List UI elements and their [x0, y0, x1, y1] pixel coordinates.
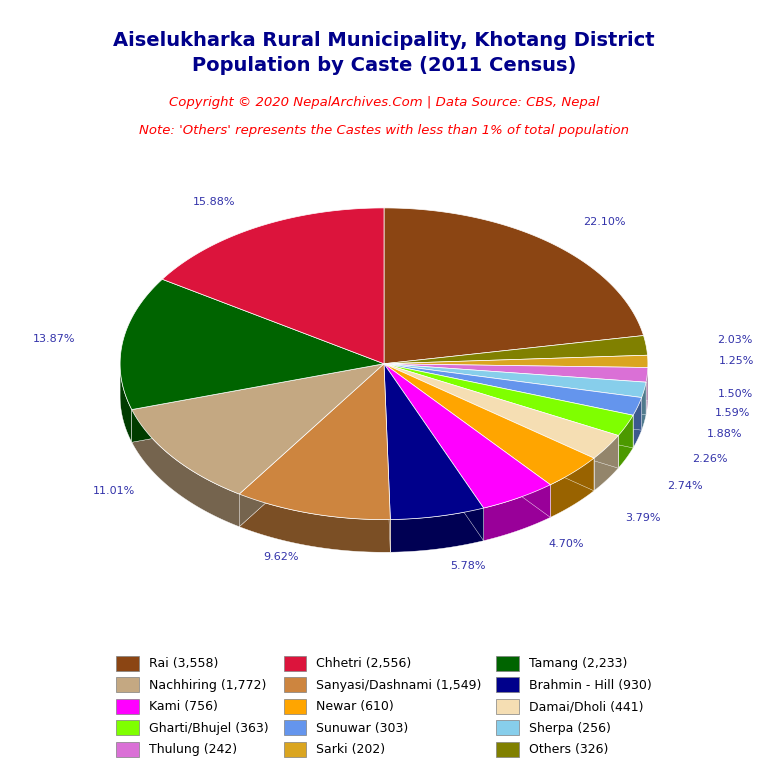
Polygon shape [384, 364, 551, 518]
Polygon shape [384, 364, 551, 518]
Polygon shape [384, 364, 484, 541]
Polygon shape [646, 368, 648, 415]
Text: 2.03%: 2.03% [717, 336, 752, 346]
Polygon shape [384, 208, 644, 364]
Polygon shape [633, 398, 641, 448]
Text: 2.74%: 2.74% [667, 481, 703, 491]
Polygon shape [240, 364, 390, 520]
Text: 1.25%: 1.25% [719, 356, 754, 366]
Polygon shape [384, 364, 594, 491]
Text: 22.10%: 22.10% [583, 217, 626, 227]
Polygon shape [384, 364, 633, 448]
Polygon shape [384, 364, 646, 415]
Polygon shape [384, 364, 648, 382]
Polygon shape [484, 485, 551, 541]
Polygon shape [384, 364, 633, 435]
Text: 5.78%: 5.78% [450, 561, 485, 571]
Text: Aiselukharka Rural Municipality, Khotang District
Population by Caste (2011 Cens: Aiselukharka Rural Municipality, Khotang… [113, 31, 655, 74]
Text: 9.62%: 9.62% [263, 552, 299, 562]
Polygon shape [384, 364, 618, 468]
Polygon shape [132, 364, 384, 442]
Polygon shape [240, 494, 390, 552]
Polygon shape [384, 364, 618, 468]
Polygon shape [384, 364, 551, 508]
Polygon shape [384, 364, 646, 415]
Polygon shape [384, 356, 648, 368]
Polygon shape [384, 364, 641, 430]
Text: 4.70%: 4.70% [548, 538, 584, 548]
Polygon shape [384, 364, 390, 552]
Polygon shape [384, 364, 390, 552]
Polygon shape [551, 458, 594, 518]
Text: Note: 'Others' represents the Castes with less than 1% of total population: Note: 'Others' represents the Castes wit… [139, 124, 629, 137]
Polygon shape [384, 364, 618, 458]
Polygon shape [240, 364, 384, 527]
Polygon shape [240, 364, 384, 527]
Polygon shape [132, 364, 384, 442]
Polygon shape [384, 364, 641, 415]
Polygon shape [384, 364, 641, 430]
Polygon shape [618, 415, 633, 468]
Polygon shape [384, 364, 484, 541]
Text: 2.26%: 2.26% [692, 454, 727, 464]
Polygon shape [390, 508, 484, 552]
Text: 1.59%: 1.59% [714, 409, 750, 419]
Polygon shape [384, 364, 648, 400]
Legend: Rai (3,558), Nachhiring (1,772), Kami (756), Gharti/Bhujel (363), Thulung (242),: Rai (3,558), Nachhiring (1,772), Kami (7… [111, 650, 657, 762]
Polygon shape [384, 364, 646, 398]
Polygon shape [162, 208, 384, 364]
Polygon shape [384, 364, 594, 485]
Polygon shape [132, 364, 384, 494]
Text: 11.01%: 11.01% [93, 485, 135, 495]
Polygon shape [384, 364, 594, 491]
Text: 3.79%: 3.79% [624, 513, 660, 523]
Text: 13.87%: 13.87% [33, 333, 75, 343]
Text: Copyright © 2020 NepalArchives.Com | Data Source: CBS, Nepal: Copyright © 2020 NepalArchives.Com | Dat… [169, 96, 599, 109]
Polygon shape [384, 364, 633, 448]
Polygon shape [641, 382, 646, 430]
Polygon shape [120, 364, 132, 442]
Polygon shape [384, 336, 647, 364]
Polygon shape [384, 364, 648, 400]
Polygon shape [132, 409, 240, 527]
Polygon shape [384, 364, 484, 519]
Text: 1.50%: 1.50% [718, 389, 753, 399]
Text: 15.88%: 15.88% [193, 197, 235, 207]
Text: 1.88%: 1.88% [707, 429, 742, 439]
Polygon shape [594, 435, 618, 491]
Polygon shape [120, 280, 384, 409]
